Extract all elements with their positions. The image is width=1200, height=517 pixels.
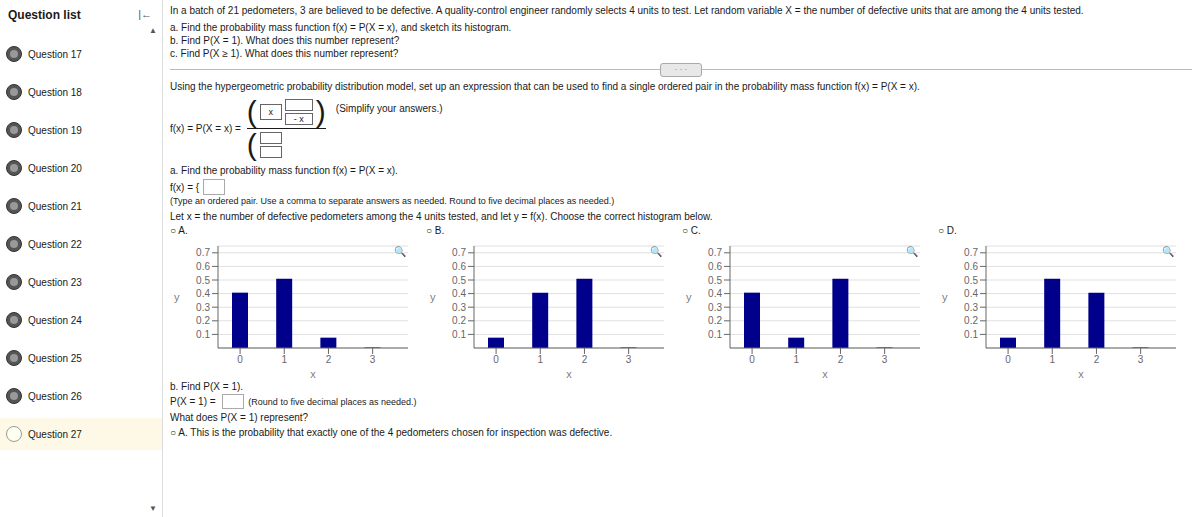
html-text:Using the hypergeometric proba: Using the hypergeometric probability dis… [170, 81, 920, 92]
svg-text:0.1: 0.1 [964, 329, 978, 340]
svg-text:0.2: 0.2 [964, 315, 978, 326]
svg-text:3: 3 [626, 354, 632, 365]
html-text:Question 20: Question 20 [28, 162, 82, 174]
html-text:c. Find P(X ≥ 1). What does th: c. Find P(X ≥ 1). What does this number … [170, 48, 399, 59]
html-text:Question 25: Question 25 [28, 352, 82, 364]
svg-text:0.3: 0.3 [708, 302, 722, 313]
html-text:Question 22: Question 22 [28, 238, 82, 250]
svg-text:0.1: 0.1 [708, 329, 722, 340]
html-text:P(X = 1) =: P(X = 1) = [170, 396, 219, 407]
html-text:○ C.: ○ C. [682, 225, 701, 236]
svg-text:0: 0 [749, 354, 755, 365]
html-text:b. Find P(X = 1). What does th: b. Find P(X = 1). What does this number … [170, 35, 400, 46]
svg-text:1: 1 [281, 354, 287, 365]
html-text:○ D.: ○ D. [938, 225, 957, 236]
svg-text:x: x [310, 368, 316, 378]
svg-text:y: y [430, 291, 436, 303]
svg-text:2: 2 [326, 354, 332, 365]
svg-text:0: 0 [1005, 354, 1011, 365]
svg-text:0.6: 0.6 [964, 261, 978, 272]
html-text:a. Find the probability mass f: a. Find the probability mass function f(… [170, 22, 512, 33]
svg-text:0.5: 0.5 [196, 275, 210, 286]
html-text:Let x = the number of defectiv: Let x = the number of defective pedomete… [170, 211, 713, 222]
svg-text:0.2: 0.2 [708, 315, 722, 326]
svg-text:0.1: 0.1 [196, 329, 210, 340]
svg-text:0.2: 0.2 [452, 315, 466, 326]
svg-text:0.6: 0.6 [452, 261, 466, 272]
html-text:Question 27: Question 27 [28, 428, 82, 440]
html-text:Question 18: Question 18 [28, 86, 82, 98]
svg-text:y: y [686, 291, 692, 303]
svg-text:1: 1 [537, 354, 543, 365]
svg-text:0.4: 0.4 [708, 288, 722, 299]
html-text:- x: - x [293, 114, 304, 124]
svg-text:0: 0 [493, 354, 499, 365]
svg-text:3: 3 [1138, 354, 1144, 365]
svg-text:0.3: 0.3 [196, 302, 210, 313]
svg-text:0.3: 0.3 [964, 302, 978, 313]
svg-text:0.6: 0.6 [196, 261, 210, 272]
svg-text:0: 0 [237, 354, 243, 365]
html-text:What does P(X = 1) represent?: What does P(X = 1) represent? [170, 412, 309, 423]
html-text:○ A.: ○ A. [170, 225, 188, 236]
html-text:b. Find P(X = 1).: b. Find P(X = 1). [170, 381, 244, 392]
svg-text:1: 1 [1049, 354, 1055, 365]
html-text:Question 19: Question 19 [28, 124, 82, 136]
html-text:○ B.: ○ B. [426, 225, 445, 236]
svg-text:0.6: 0.6 [708, 261, 722, 272]
svg-text:0.5: 0.5 [964, 275, 978, 286]
svg-text:2: 2 [838, 354, 844, 365]
svg-text:y: y [942, 291, 948, 303]
svg-text:0.7: 0.7 [452, 247, 466, 258]
html-text:○ A. This is the probability t: ○ A. This is the probability that exactl… [170, 427, 613, 438]
svg-text:0.5: 0.5 [452, 275, 466, 286]
html-text:Question 26: Question 26 [28, 390, 82, 402]
svg-text:0.2: 0.2 [196, 315, 210, 326]
html-text:a. Find the probability mass f: a. Find the probability mass function f(… [170, 165, 398, 176]
svg-text:0.7: 0.7 [708, 247, 722, 258]
svg-text:y: y [174, 291, 180, 303]
html-text:(Round to five decimal places: (Round to five decimal places as needed.… [248, 396, 417, 407]
html-text:x: x [268, 107, 274, 117]
html-text:Question 21: Question 21 [28, 200, 82, 212]
svg-text:x: x [1078, 368, 1084, 378]
html-text:In a batch of 21 pedometers, 3: In a batch of 21 pedometers, 3 are belie… [170, 5, 1084, 16]
svg-text:0.4: 0.4 [452, 288, 466, 299]
svg-text:3: 3 [370, 354, 376, 365]
svg-text:0.4: 0.4 [196, 288, 210, 299]
svg-text:x: x [566, 368, 572, 378]
html-text:Question 17: Question 17 [28, 48, 82, 60]
html-text:f(x) = P(X = x) =: f(x) = P(X = x) = [170, 123, 241, 134]
html-text:Question 24: Question 24 [28, 314, 82, 326]
svg-text:0.4: 0.4 [964, 288, 978, 299]
svg-text:2: 2 [582, 354, 588, 365]
svg-text:x: x [822, 368, 828, 378]
svg-text:0.7: 0.7 [196, 247, 210, 258]
html-text:Question 23: Question 23 [28, 276, 82, 288]
svg-text:0.3: 0.3 [452, 302, 466, 313]
svg-text:0.1: 0.1 [452, 329, 466, 340]
html-text:(Simplify your answers.): (Simplify your answers.) [335, 103, 443, 114]
svg-text:3: 3 [882, 354, 888, 365]
html-text:(Type an ordered pair. Use a c: (Type an ordered pair. Use a comma to se… [170, 196, 615, 206]
html-text:Question list: Question list [8, 8, 81, 22]
html-text:f(x) = {: f(x) = { [170, 181, 200, 193]
svg-text:1: 1 [793, 354, 799, 365]
svg-text:0.5: 0.5 [708, 275, 722, 286]
svg-text:2: 2 [1094, 354, 1100, 365]
svg-text:0.7: 0.7 [964, 247, 978, 258]
